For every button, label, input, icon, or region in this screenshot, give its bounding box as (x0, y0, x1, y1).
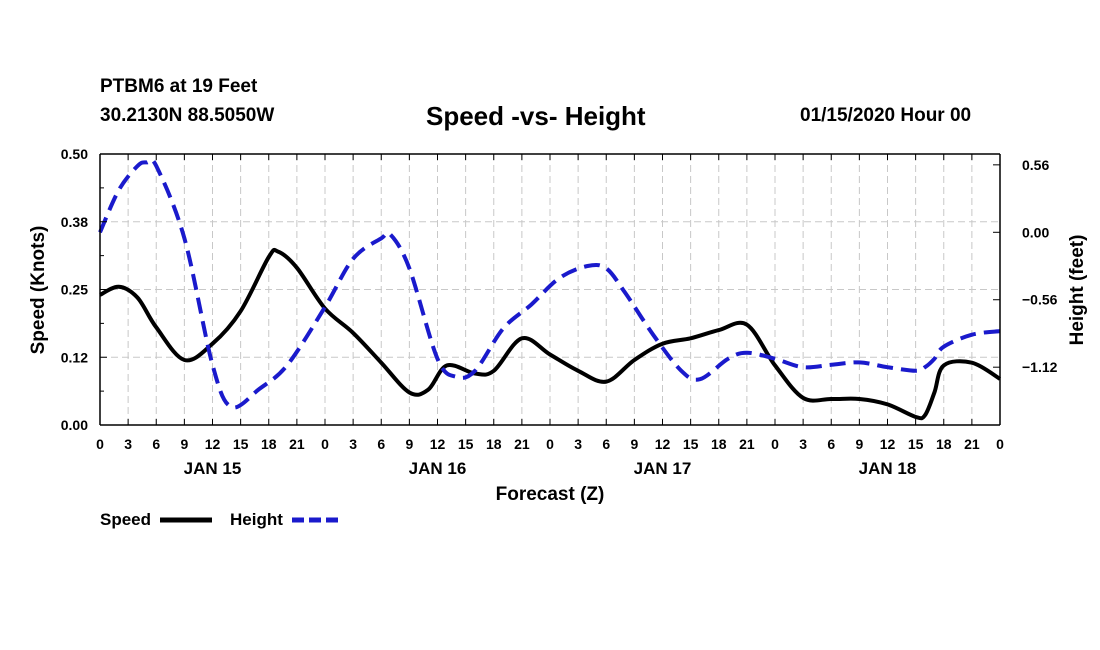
series-layer (98, 157, 1002, 421)
y-axis-label: Speed (Knots) (28, 226, 49, 355)
y2-tick-label: −1.12 (1022, 359, 1058, 375)
y-tick-label: 0.38 (61, 214, 88, 230)
x-tick-label: 9 (630, 436, 638, 452)
series-line-height (98, 157, 1001, 410)
x-day-label: JAN 18 (859, 459, 917, 478)
x-tick-label: 6 (827, 436, 835, 452)
y2-tick-label: 0.56 (1022, 157, 1049, 173)
x-tick-label: 12 (205, 436, 221, 452)
series-line-speed (99, 247, 1002, 421)
y2-tick-label: −0.56 (1022, 292, 1058, 308)
x-tick-label: 6 (152, 436, 160, 452)
y2-tick-label: 0.00 (1022, 224, 1049, 240)
x-tick-label: 21 (514, 436, 530, 452)
x-tick-label: 0 (996, 436, 1004, 452)
x-tick-label: 21 (739, 436, 755, 452)
y-tick-label: 0.25 (61, 282, 88, 298)
x-tick-label: 6 (377, 436, 385, 452)
x-tick-label: 3 (799, 436, 807, 452)
x-tick-label: 12 (880, 436, 896, 452)
x-tick-label: 18 (261, 436, 277, 452)
y-tick-label: 0.50 (61, 146, 88, 162)
x-tick-label: 9 (180, 436, 188, 452)
x-tick-label: 9 (855, 436, 863, 452)
x-tick-label: 3 (124, 436, 132, 452)
x-tick-label: 12 (655, 436, 671, 452)
x-tick-label: 0 (96, 436, 104, 452)
x-day-label: JAN 17 (634, 459, 692, 478)
x-tick-label: 0 (321, 436, 329, 452)
x-tick-label: 15 (233, 436, 249, 452)
x-tick-label: 12 (430, 436, 446, 452)
x-tick-label: 18 (936, 436, 952, 452)
legend-speed-label: Speed (100, 510, 151, 529)
chart-title: Speed -vs- Height (426, 101, 646, 131)
station-title: PTBM6 at 19 Feet (100, 76, 258, 97)
axis-ticks: 0 3 6 9 12 15 18 21 0 3 6 9 12 15 18 21 0 3 6 9 12 15 18 21 0 3 6 9… (61, 146, 1058, 478)
x-tick-label: 9 (405, 436, 413, 452)
x-tick-label: 15 (683, 436, 699, 452)
x-tick-label: 21 (964, 436, 980, 452)
y-tick-label: 0.00 (61, 417, 88, 433)
station-coordinates: 30.2130N 88.5050W (100, 105, 275, 126)
x-tick-label: 0 (546, 436, 554, 452)
x-tick-label: 3 (574, 436, 582, 452)
x-day-label: JAN 15 (184, 459, 242, 478)
legend-height-label: Height (230, 510, 283, 529)
x-day-label: JAN 16 (409, 459, 467, 478)
legend: Speed Height (100, 510, 342, 529)
x-axis-label: Forecast (Z) (496, 484, 605, 505)
x-tick-label: 18 (486, 436, 502, 452)
x-tick-label: 3 (349, 436, 357, 452)
x-tick-label: 0 (771, 436, 779, 452)
x-tick-label: 6 (602, 436, 610, 452)
x-tick-label: 15 (458, 436, 474, 452)
y2-axis-label: Height (feet) (1067, 235, 1088, 346)
forecast-date: 01/15/2020 Hour 00 (800, 105, 972, 126)
x-tick-label: 15 (908, 436, 924, 452)
x-tick-label: 18 (711, 436, 727, 452)
grid (100, 154, 1000, 425)
x-tick-label: 21 (289, 436, 305, 452)
y-tick-label: 0.12 (61, 349, 88, 365)
